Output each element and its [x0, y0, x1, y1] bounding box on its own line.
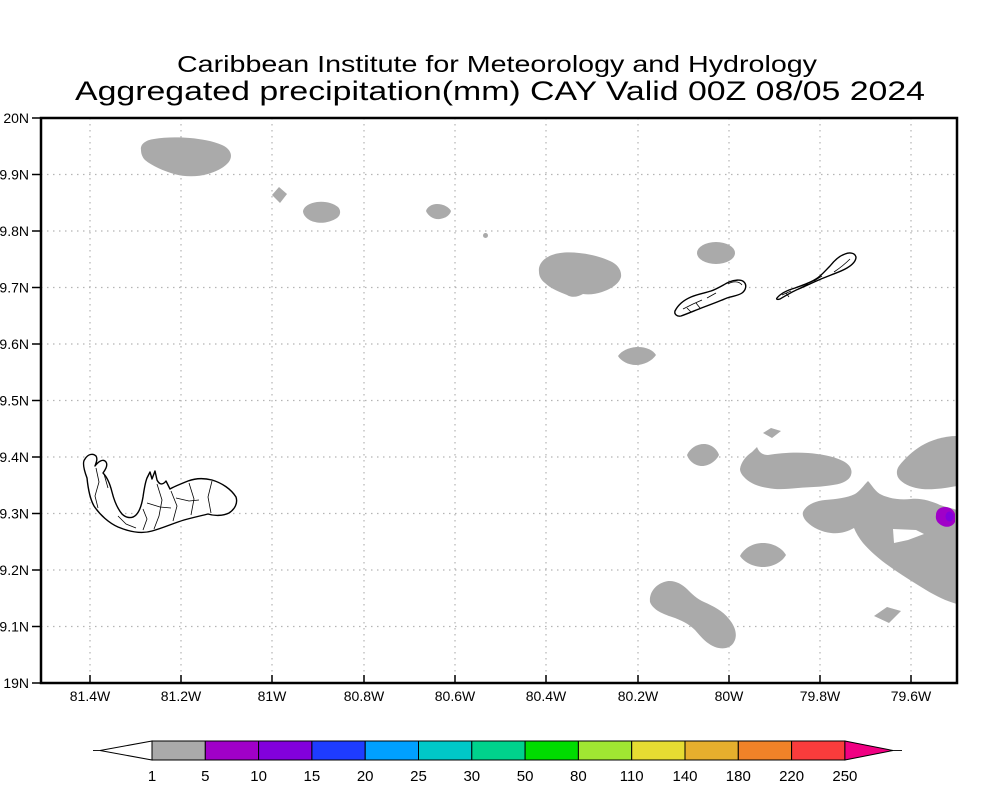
colorbar-label: 50 — [517, 768, 534, 785]
precip-area-10to15mm — [945, 511, 954, 522]
colorbar-label: 25 — [410, 768, 427, 785]
precip-area — [140, 137, 232, 177]
precip-area-hole — [893, 529, 924, 543]
y-tick-label: 19.1N — [0, 619, 29, 635]
y-tick-label: 19.4N — [0, 449, 29, 465]
colorbar-segment — [418, 740, 473, 761]
y-axis-ticks — [32, 117, 41, 684]
precip-area — [538, 252, 622, 297]
y-tick-label: 20N — [3, 110, 29, 126]
precip-area — [303, 201, 341, 223]
colorbar-segment — [737, 740, 793, 761]
y-tick-label: 19.3N — [0, 506, 29, 522]
x-tick-label: 79.8W — [800, 688, 841, 704]
figure-title-product: Aggregated precipitation(mm) CAY Valid 0… — [75, 76, 925, 106]
y-tick-label: 19.9N — [0, 167, 29, 183]
colorbar-label: 15 — [304, 768, 321, 785]
precip-area — [272, 187, 287, 203]
colorbar-label: 220 — [779, 768, 804, 785]
x-tick-label: 79.6W — [891, 688, 932, 704]
colorbar-label: 140 — [672, 768, 697, 785]
precip-area — [649, 580, 736, 649]
x-tick-label: 81W — [258, 688, 288, 704]
precip-area — [697, 242, 735, 264]
colorbar-underflow-arrow — [99, 740, 153, 761]
precip-area — [896, 436, 957, 490]
colorbar-segment — [684, 740, 739, 761]
y-tick-label: 19.2N — [0, 562, 29, 578]
x-tick-label: 81.4W — [70, 688, 111, 704]
precip-area — [618, 347, 656, 365]
precip-areas-moderate — [935, 507, 955, 527]
cayman-brac-detail-lines — [781, 258, 851, 298]
x-tick-label: 80.4W — [526, 688, 567, 704]
precip-area — [874, 607, 901, 623]
colorbar-label: 180 — [726, 768, 751, 785]
island-outlines — [82, 252, 857, 534]
colorbar-overflow-arrow — [844, 740, 894, 761]
precip-area — [740, 543, 786, 567]
colorbar-label: 30 — [463, 768, 480, 785]
x-tick-label: 81.2W — [161, 688, 202, 704]
colorbar-segment — [631, 740, 686, 761]
x-tick-label: 80W — [715, 688, 745, 704]
colorbar-label: 250 — [832, 768, 857, 785]
x-tick-label: 80.6W — [435, 688, 476, 704]
y-tick-label: 19.7N — [0, 280, 29, 296]
colorbar-segment — [791, 740, 846, 761]
y-axis-labels: 20N 19.9N 19.8N 19.7N 19.6N 19.5N 19.4N … — [0, 110, 29, 691]
colorbar-label: 80 — [570, 768, 587, 785]
y-tick-label: 19.6N — [0, 336, 29, 352]
precip-area — [802, 481, 957, 604]
colorbar-labels: 1 5 10 15 20 25 30 50 80 110 140 180 220… — [148, 768, 858, 785]
figure-title-institution: Caribbean Institute for Meteorology and … — [177, 51, 818, 77]
colorbar: 1 5 10 15 20 25 30 50 80 110 140 180 220… — [93, 740, 902, 785]
x-axis-labels: 81.4W 81.2W 81W 80.8W 80.6W 80.4W 80.2W … — [70, 688, 932, 704]
colorbar-segment — [258, 740, 313, 761]
colorbar-label: 20 — [357, 768, 374, 785]
precip-area — [426, 204, 451, 220]
x-axis-ticks — [89, 675, 912, 682]
y-tick-label: 19.8N — [0, 223, 29, 239]
x-tick-label: 80.8W — [344, 688, 385, 704]
longitude-gridlines — [89, 118, 912, 683]
y-tick-label: 19N — [3, 675, 29, 691]
colorbar-segment — [311, 740, 366, 761]
x-tick-label: 80.2W — [618, 688, 659, 704]
colorbar-segment — [524, 740, 579, 761]
colorbar-segment — [364, 740, 420, 761]
colorbar-label: 5 — [201, 768, 209, 785]
colorbar-segment — [577, 740, 633, 761]
precip-area — [687, 444, 719, 466]
colorbar-segment — [471, 740, 526, 761]
cayman-brac-outline — [775, 252, 857, 301]
little-cayman-outline — [674, 279, 747, 317]
grand-cayman-district-lines — [94, 467, 213, 531]
colorbar-label: 110 — [620, 768, 644, 785]
colorbar-segment — [204, 740, 260, 761]
colorbar-label: 10 — [250, 768, 267, 785]
y-tick-label: 19.5N — [0, 393, 29, 409]
precip-area — [483, 233, 488, 238]
colorbar-label: 1 — [148, 768, 156, 785]
precip-area — [763, 428, 781, 438]
colorbar-segment — [151, 740, 206, 761]
little-cayman-detail-lines — [682, 281, 743, 313]
precip-area — [740, 447, 852, 490]
precip-areas-light — [140, 137, 957, 649]
colorbar-segments — [151, 740, 846, 761]
